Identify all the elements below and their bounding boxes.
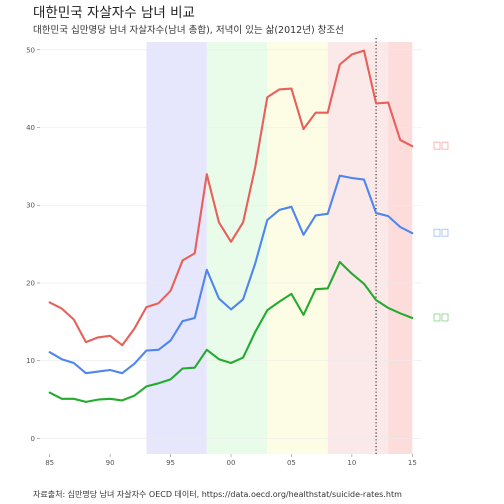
era-bands xyxy=(146,42,413,454)
y-tick-label: 0 xyxy=(31,435,35,443)
series-lines xyxy=(48,49,414,403)
series-end-label-1 xyxy=(433,228,449,237)
chart-subtitle: 대한민국 십만명당 남녀 자살자수(남녀 총합), 저녁이 있는 삶(2012년… xyxy=(33,24,344,36)
era-band-4 xyxy=(388,42,413,454)
grid xyxy=(40,49,422,439)
series-line-2 xyxy=(48,260,414,403)
series-line-1 xyxy=(48,174,414,375)
chart-caption: 자료출처: 십만명당 남녀 자살자수 OECD 데이터, https://dat… xyxy=(33,489,402,499)
x-tick-label: 15 xyxy=(408,459,417,467)
era-band-2 xyxy=(267,42,328,454)
series-end-labels xyxy=(433,141,449,322)
x-tick-label: 90 xyxy=(106,459,115,467)
y-tick-label: 40 xyxy=(26,124,35,132)
era-band-0 xyxy=(146,42,207,454)
era-band-1 xyxy=(206,42,268,454)
x-tick-label: 95 xyxy=(166,459,175,467)
y-tick-label: 20 xyxy=(26,279,35,287)
series-end-label-2 xyxy=(433,313,449,322)
x-tick-label: 00 xyxy=(227,459,236,467)
era-band-3 xyxy=(327,42,389,454)
x-tick-label: 05 xyxy=(287,459,296,467)
x-tick-label: 85 xyxy=(45,459,54,467)
y-tick-label: 50 xyxy=(26,46,35,54)
x-tick-label: 10 xyxy=(347,459,356,467)
y-tick-label: 10 xyxy=(26,357,35,365)
series-end-label-0 xyxy=(433,141,449,150)
series-line-0 xyxy=(48,49,414,347)
chart-title: 대한민국 자살자수 남녀 비교 xyxy=(33,5,195,21)
y-axis: 0 10 20 30 40 50 xyxy=(26,46,40,443)
x-axis: 85 90 95 00 05 10 15 xyxy=(45,454,417,467)
y-tick-label: 30 xyxy=(26,202,35,210)
